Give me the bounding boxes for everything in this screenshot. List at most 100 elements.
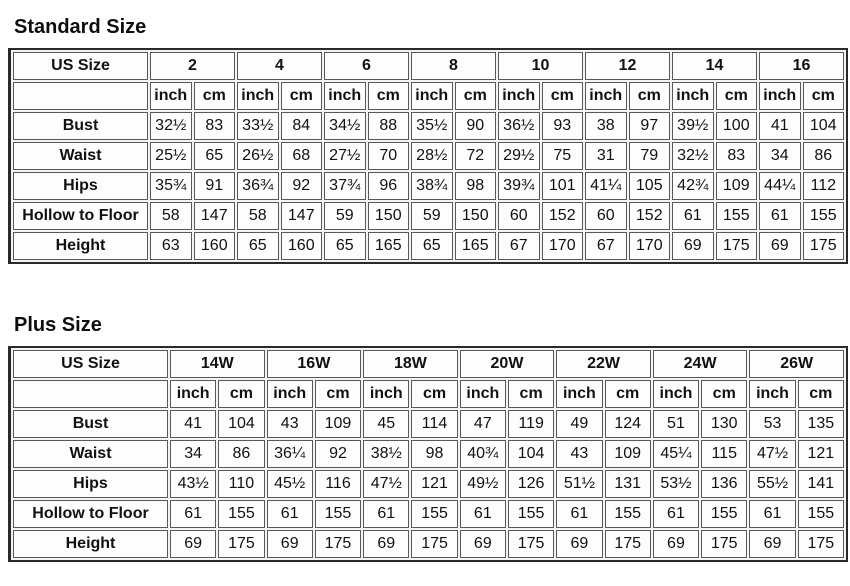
measurement-row: Waist 25½ 65 26½ 68 27½ 70 28½ 72 29½ 75 31 79 32½ 83 3… bbox=[13, 142, 844, 170]
value-cell: 97 bbox=[628, 112, 670, 140]
value-cell: 29½ bbox=[498, 142, 540, 170]
unit-cm-cell: cm bbox=[715, 82, 757, 110]
value-cell: 160 bbox=[280, 232, 322, 260]
measurement-row: Waist 34 86 36¼ 92 38½ 98 40¾ 104 43 109 45¼ 115 47½ 1… bbox=[13, 440, 844, 468]
value-cell: 68 bbox=[280, 142, 322, 170]
value-cell: 43½ bbox=[170, 470, 217, 498]
measurement-label-cell: Hollow to Floor bbox=[13, 202, 148, 230]
value-cell: 93 bbox=[541, 112, 583, 140]
measurement-label-cell: Height bbox=[13, 530, 168, 558]
value-cell: 61 bbox=[749, 500, 796, 528]
value-cell: 42¾ bbox=[672, 172, 714, 200]
corner-cell: US Size bbox=[13, 52, 148, 80]
value-cell: 155 bbox=[604, 500, 651, 528]
value-cell: 100 bbox=[715, 112, 757, 140]
size-header-cell: 24W bbox=[652, 350, 748, 378]
plus-size-title: Plus Size bbox=[14, 314, 102, 336]
unit-inch-cell: inch bbox=[672, 82, 714, 110]
plus-size-section: Plus Size US Size 14W 16W 18W 20W 22W 24W 26W in… bbox=[8, 314, 850, 562]
value-cell: 65 bbox=[193, 142, 235, 170]
measurement-row: Hips 35¾ 91 36¾ 92 37¾ 96 38¾ 98 39¾ 101 41¼ 105 42¾ 1… bbox=[13, 172, 844, 200]
unit-inch-cell: inch bbox=[363, 380, 410, 408]
size-header-cell: 16W bbox=[266, 350, 362, 378]
measurement-row: Height 69 175 69 175 69 175 69 175 69 175 69 175 69 17… bbox=[13, 530, 844, 558]
value-cell: 51 bbox=[652, 410, 700, 438]
value-cell: 92 bbox=[314, 440, 362, 468]
value-cell: 61 bbox=[459, 500, 506, 528]
value-cell: 147 bbox=[280, 202, 322, 230]
unit-inch-cell: inch bbox=[749, 380, 796, 408]
value-cell: 38 bbox=[585, 112, 627, 140]
unit-inch-cell: inch bbox=[556, 380, 603, 408]
measurement-row: Hollow to Floor 58 147 58 147 59 150 59 150 60 152… bbox=[13, 202, 844, 230]
value-cell: 70 bbox=[367, 142, 409, 170]
size-header-cell: 16 bbox=[759, 52, 844, 80]
value-cell: 175 bbox=[715, 232, 757, 260]
value-cell: 41¼ bbox=[585, 172, 627, 200]
value-cell: 72 bbox=[454, 142, 496, 170]
corner-cell: US Size bbox=[13, 350, 168, 378]
value-cell: 32½ bbox=[672, 142, 714, 170]
value-cell: 84 bbox=[280, 112, 322, 140]
value-cell: 65 bbox=[411, 232, 453, 260]
value-cell: 175 bbox=[604, 530, 651, 558]
unit-inch-cell: inch bbox=[498, 82, 540, 110]
value-cell: 155 bbox=[314, 500, 362, 528]
value-cell: 101 bbox=[541, 172, 583, 200]
value-cell: 86 bbox=[218, 440, 265, 468]
measurement-label-cell: Bust bbox=[13, 112, 148, 140]
unit-cm-cell: cm bbox=[411, 380, 458, 408]
value-cell: 58 bbox=[237, 202, 279, 230]
value-cell: 135 bbox=[797, 410, 844, 438]
value-cell: 49 bbox=[556, 410, 603, 438]
unit-cm-cell: cm bbox=[797, 380, 844, 408]
size-header-cell: 8 bbox=[411, 52, 496, 80]
value-cell: 160 bbox=[193, 232, 235, 260]
value-cell: 175 bbox=[314, 530, 362, 558]
standard-size-section: Standard Size US Size 2 4 6 8 10 12 14 16 inch cm i… bbox=[8, 0, 850, 264]
value-cell: 175 bbox=[411, 530, 458, 558]
value-cell: 152 bbox=[628, 202, 670, 230]
value-cell: 130 bbox=[701, 410, 748, 438]
value-cell: 49½ bbox=[459, 470, 506, 498]
value-cell: 165 bbox=[367, 232, 409, 260]
standard-size-title: Standard Size bbox=[14, 16, 147, 38]
size-header-cell: 22W bbox=[556, 350, 651, 378]
measurement-row: Bust 32½ 83 33½ 84 34½ 88 35½ 90 36½ 93 38 97 39½ 100 4… bbox=[13, 112, 844, 140]
standard-size-table: US Size 2 4 6 8 10 12 14 16 inch cm inch cm inch cm inc… bbox=[8, 48, 848, 264]
value-cell: 61 bbox=[652, 500, 700, 528]
value-cell: 121 bbox=[797, 440, 844, 468]
value-cell: 69 bbox=[759, 232, 801, 260]
unit-cm-cell: cm bbox=[367, 82, 409, 110]
value-cell: 61 bbox=[556, 500, 603, 528]
value-cell: 150 bbox=[454, 202, 496, 230]
value-cell: 175 bbox=[797, 530, 844, 558]
unit-cm-cell: cm bbox=[218, 380, 265, 408]
value-cell: 155 bbox=[411, 500, 458, 528]
value-cell: 47½ bbox=[749, 440, 796, 468]
value-cell: 65 bbox=[324, 232, 366, 260]
unit-inch-cell: inch bbox=[170, 380, 217, 408]
size-header-row: US Size 2 4 6 8 10 12 14 16 bbox=[13, 52, 844, 80]
value-cell: 39¾ bbox=[498, 172, 540, 200]
value-cell: 69 bbox=[266, 530, 313, 558]
value-cell: 88 bbox=[367, 112, 409, 140]
value-cell: 109 bbox=[314, 410, 362, 438]
value-cell: 27½ bbox=[324, 142, 366, 170]
value-cell: 112 bbox=[802, 172, 844, 200]
value-cell: 26½ bbox=[237, 142, 279, 170]
value-cell: 175 bbox=[218, 530, 265, 558]
value-cell: 69 bbox=[363, 530, 410, 558]
value-cell: 69 bbox=[459, 530, 506, 558]
measurement-label-cell: Height bbox=[13, 232, 148, 260]
plus-size-table: US Size 14W 16W 18W 20W 22W 24W 26W inch cm inch cm… bbox=[8, 346, 848, 562]
unit-cm-cell: cm bbox=[454, 82, 496, 110]
value-cell: 36¾ bbox=[237, 172, 279, 200]
value-cell: 165 bbox=[454, 232, 496, 260]
value-cell: 109 bbox=[604, 440, 651, 468]
value-cell: 41 bbox=[759, 112, 801, 140]
value-cell: 61 bbox=[759, 202, 801, 230]
value-cell: 47 bbox=[459, 410, 506, 438]
value-cell: 170 bbox=[628, 232, 670, 260]
